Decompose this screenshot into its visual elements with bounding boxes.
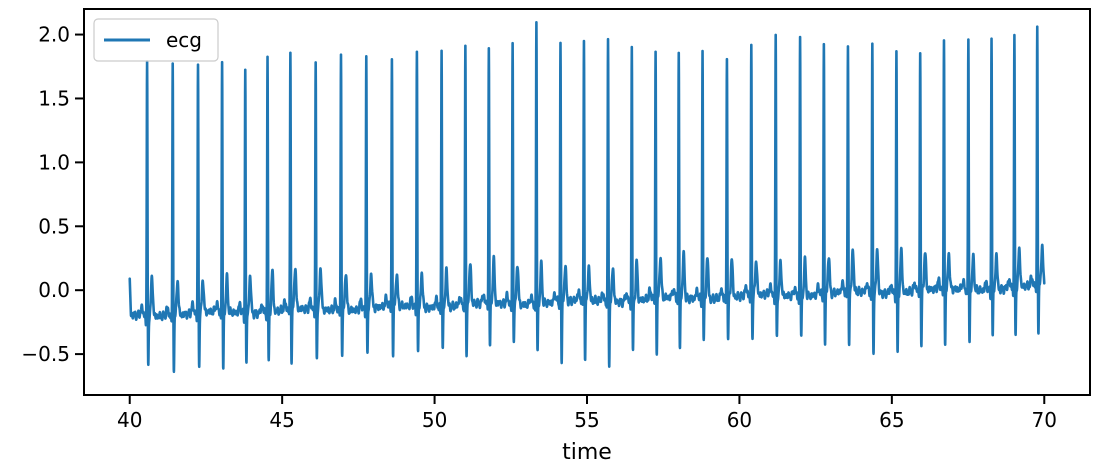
x-tick-label: 55 [574,408,599,432]
x-tick-label: 50 [422,408,447,432]
y-axis: −0.5 0.0 0.5 1.0 1.5 2.0 [21,23,84,366]
ecg-series-line [128,21,1046,374]
legend-label-ecg: ecg [166,28,202,52]
y-tick-label: 1.0 [38,150,70,174]
x-axis: 40 45 50 55 60 65 70 [117,395,1057,432]
x-tick-label: 60 [727,408,752,432]
y-tick-label: 1.5 [38,86,70,110]
plot-area [83,8,1091,396]
y-tick-label: −0.5 [21,342,70,366]
x-tick-label: 40 [117,408,142,432]
y-tick-label: 0.5 [38,214,70,238]
series-layer [128,21,1046,374]
x-tick-label: 45 [269,408,294,432]
legend: ecg [93,18,219,62]
x-tick-label: 65 [879,408,904,432]
y-tick-label: 0.0 [38,278,70,302]
legend-box [93,18,219,62]
x-axis-title: time [562,440,612,465]
x-tick-label: 70 [1032,408,1057,432]
y-tick-label: 2.0 [38,23,70,47]
axes-frame [83,8,1091,396]
